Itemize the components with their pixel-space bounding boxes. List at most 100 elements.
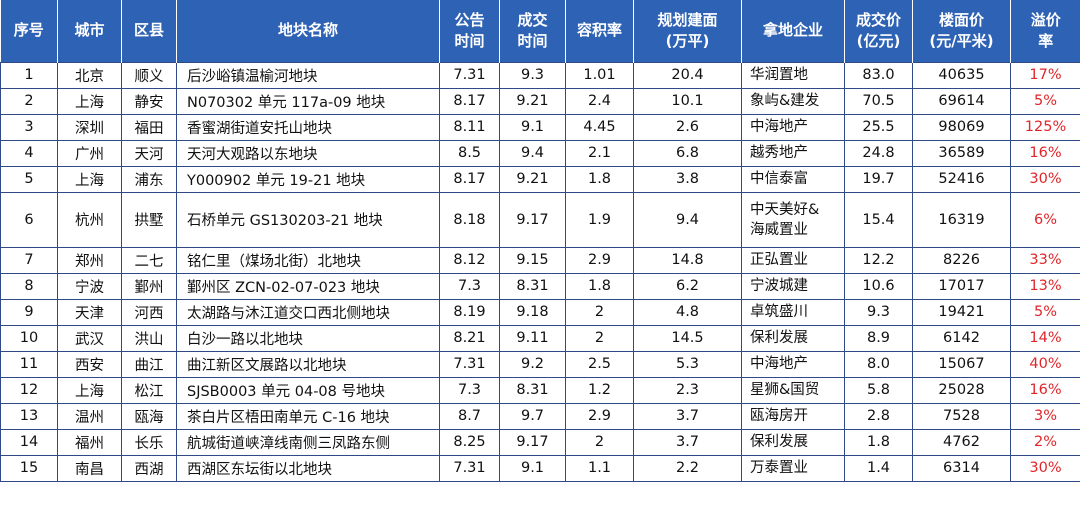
- header-index: 序号: [0, 0, 58, 62]
- cell-index: 14: [0, 428, 58, 456]
- cell-planned-area: 9.4: [633, 191, 742, 248]
- cell-index: 12: [0, 376, 58, 404]
- cell-floor-area-ratio: 1.8: [565, 165, 634, 193]
- cell-floor-price: 16319: [912, 191, 1011, 248]
- table-row: 13 温州 瓯海 茶白片区梧田南单元 C-16 地块 8.7 9.7 2.9 3.7 瓯海房开 2…: [0, 402, 1080, 430]
- header-label: 规划建面: [657, 10, 718, 29]
- cell-deal-price: 12.2: [844, 246, 913, 274]
- cell-deal-price: 19.7: [844, 165, 913, 193]
- cell-floor-area-ratio: 4.45: [565, 113, 634, 141]
- cell-city: 南昌: [57, 454, 122, 482]
- table-row: 12 上海 松江 SJSB0003 单元 04-08 号地块 7.3 8.31 1.2 2.3…: [0, 376, 1080, 404]
- header-acquirer: 拿地企业: [741, 0, 845, 62]
- cell-floor-area-ratio: 2: [565, 298, 634, 326]
- table-row: 15 南昌 西湖 西湖区东坛街以北地块 7.31 9.1 1.1 2.2 万泰置业 1.4 6314…: [0, 454, 1080, 482]
- table-row: 9 天津 河西 太湖路与沐江道交口西北侧地块 8.19 9.18 2 4.8 卓筑盛川 9.3 19…: [0, 298, 1080, 326]
- cell-floor-price: 7528: [912, 402, 1011, 430]
- cell-city: 西安: [57, 350, 122, 378]
- cell-premium-rate: 3%: [1010, 402, 1080, 430]
- cell-premium-rate: 14%: [1010, 324, 1080, 352]
- cell-acquirer: 星狮&国贸: [741, 376, 845, 404]
- cell-acquirer: 华润置地: [741, 61, 845, 89]
- table-row: 1 北京 顺义 后沙峪镇温榆河地块 7.31 9.3 1.01 20.4 华润置地 83.0 406…: [0, 61, 1080, 89]
- cell-deal-price: 25.5: [844, 113, 913, 141]
- cell-premium-rate: 13%: [1010, 272, 1080, 300]
- cell-deal-date: 9.18: [499, 298, 566, 326]
- cell-planned-area: 2.3: [633, 376, 742, 404]
- header-floor-price: 楼面价 (元/平米): [912, 0, 1011, 62]
- cell-floor-area-ratio: 1.9: [565, 191, 634, 248]
- cell-announce-date: 8.21: [439, 324, 500, 352]
- cell-land-name: 航城街道峡漳线南侧三凤路东侧: [176, 428, 440, 456]
- header-label: 拿地企业: [762, 21, 823, 40]
- header-label: 时间: [454, 31, 485, 50]
- cell-premium-rate: 30%: [1010, 454, 1080, 482]
- cell-floor-area-ratio: 2: [565, 324, 634, 352]
- cell-premium-rate: 16%: [1010, 139, 1080, 167]
- cell-acquirer: 万泰置业: [741, 454, 845, 482]
- cell-announce-date: 7.31: [439, 454, 500, 482]
- header-label: 楼面价: [938, 10, 984, 29]
- cell-acquirer: 瓯海房开: [741, 402, 845, 430]
- cell-deal-date: 9.3: [499, 61, 566, 89]
- cell-floor-price: 40635: [912, 61, 1011, 89]
- acquirer-name: 中海地产: [750, 119, 808, 135]
- cell-deal-date: 9.11: [499, 324, 566, 352]
- cell-announce-date: 7.31: [439, 61, 500, 89]
- cell-deal-price: 70.5: [844, 87, 913, 115]
- header-label: 率: [1038, 31, 1054, 50]
- header-label: 成交: [517, 10, 548, 29]
- cell-district: 西湖: [121, 454, 177, 482]
- cell-city: 上海: [57, 165, 122, 193]
- header-label: 公告: [454, 10, 485, 29]
- cell-deal-date: 8.31: [499, 272, 566, 300]
- acquirer-name: 海威置业: [750, 221, 808, 238]
- cell-deal-date: 9.21: [499, 87, 566, 115]
- cell-land-name: 铭仁里（煤场北街）北地块: [176, 246, 440, 274]
- cell-deal-price: 5.8: [844, 376, 913, 404]
- cell-floor-area-ratio: 2.9: [565, 402, 634, 430]
- header-deal-date: 成交 时间: [499, 0, 566, 62]
- cell-district: 长乐: [121, 428, 177, 456]
- cell-floor-area-ratio: 1.8: [565, 272, 634, 300]
- cell-floor-area-ratio: 1.01: [565, 61, 634, 89]
- cell-acquirer: 宁波城建: [741, 272, 845, 300]
- acquirer-name: 中海地产: [750, 356, 808, 372]
- cell-premium-rate: 125%: [1010, 113, 1080, 141]
- cell-district: 河西: [121, 298, 177, 326]
- cell-land-name: 石桥单元 GS130203-21 地块: [176, 191, 440, 248]
- acquirer-name: 保利发展: [750, 434, 808, 450]
- cell-district: 瓯海: [121, 402, 177, 430]
- acquirer-name: 宁波城建: [750, 278, 808, 294]
- cell-deal-date: 9.1: [499, 113, 566, 141]
- cell-district: 天河: [121, 139, 177, 167]
- cell-floor-area-ratio: 2.9: [565, 246, 634, 274]
- header-premium-rate: 溢价率: [1010, 0, 1080, 62]
- cell-deal-price: 9.3: [844, 298, 913, 326]
- cell-premium-rate: 17%: [1010, 61, 1080, 89]
- table-row: 6 杭州 拱墅 石桥单元 GS130203-21 地块 8.18 9.17 1.9 9.4 中天…: [0, 191, 1080, 248]
- cell-index: 4: [0, 139, 58, 167]
- cell-acquirer: 保利发展: [741, 324, 845, 352]
- cell-floor-area-ratio: 1.1: [565, 454, 634, 482]
- cell-floor-price: 52416: [912, 165, 1011, 193]
- cell-district: 鄞州: [121, 272, 177, 300]
- cell-index: 15: [0, 454, 58, 482]
- cell-deal-price: 83.0: [844, 61, 913, 89]
- cell-premium-rate: 5%: [1010, 298, 1080, 326]
- cell-planned-area: 5.3: [633, 350, 742, 378]
- table-row: 7 郑州 二七 铭仁里（煤场北街）北地块 8.12 9.15 2.9 14.8 正弘置业 12.2…: [0, 246, 1080, 274]
- cell-deal-date: 9.17: [499, 428, 566, 456]
- cell-land-name: 香蜜湖街道安托山地块: [176, 113, 440, 141]
- cell-index: 2: [0, 87, 58, 115]
- cell-city: 广州: [57, 139, 122, 167]
- cell-planned-area: 20.4: [633, 61, 742, 89]
- table-header: 序号 城市 区县 地块名称 公告 时间 成交 时间 容积率 规划建面 (万平) 拿地企业 成交价 (亿元)…: [0, 0, 1080, 62]
- header-row: 序号 城市 区县 地块名称 公告 时间 成交 时间 容积率 规划建面 (万平) 拿地企业 成交价 (亿元)…: [0, 0, 1080, 62]
- cell-planned-area: 10.1: [633, 87, 742, 115]
- cell-city: 宁波: [57, 272, 122, 300]
- cell-land-name: N070302 单元 117a-09 地块: [176, 87, 440, 115]
- cell-index: 10: [0, 324, 58, 352]
- cell-floor-price: 17017: [912, 272, 1011, 300]
- cell-city: 上海: [57, 87, 122, 115]
